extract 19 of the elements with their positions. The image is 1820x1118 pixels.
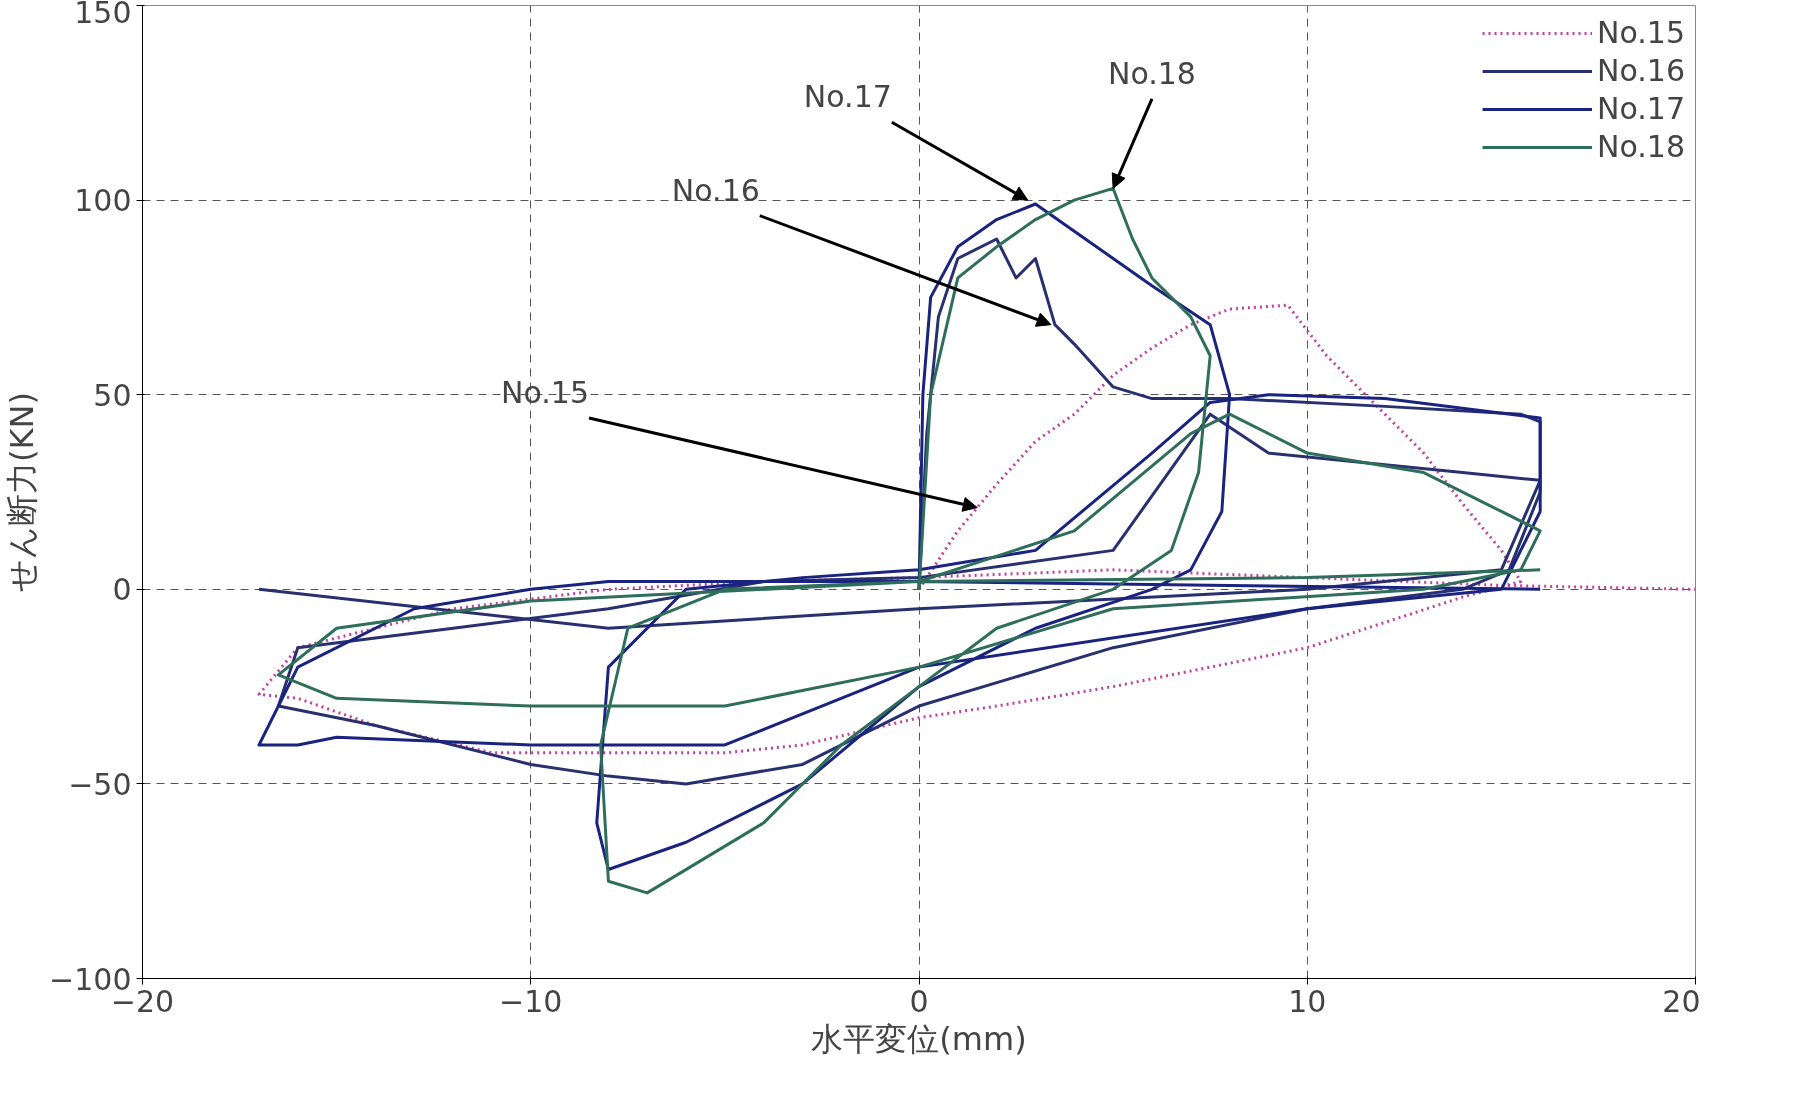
x-tick-label: −10 (499, 983, 563, 1019)
annotation: No.17 (803, 79, 892, 115)
y-tick-label: 100 (74, 183, 132, 219)
y-tick-label: 0 (112, 572, 132, 608)
y-axis-title: せん断力(KN) (3, 392, 42, 592)
legend-label: No.16 (1597, 53, 1685, 88)
x-tick-label: 20 (1662, 983, 1701, 1019)
legend-label: No.17 (1597, 91, 1685, 126)
x-tick-label: 0 (909, 983, 929, 1019)
y-tick-label: 50 (93, 377, 132, 413)
annotation: No.15 (501, 375, 589, 411)
x-axis-title: 水平変位(mm) (811, 1019, 1027, 1058)
annotation: No.18 (1107, 56, 1196, 92)
legend-label: No.18 (1597, 129, 1685, 164)
annotation: No.16 (671, 172, 760, 208)
y-tick-label: 150 (74, 0, 132, 30)
y-tick-label: −50 (68, 766, 132, 802)
legend-label: No.15 (1597, 15, 1685, 50)
x-tick-label: 10 (1288, 983, 1327, 1019)
